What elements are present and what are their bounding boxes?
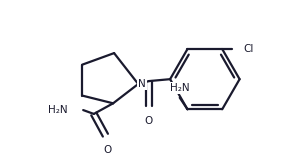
Text: H₂N: H₂N xyxy=(48,105,68,115)
Text: Cl: Cl xyxy=(243,44,254,54)
Text: O: O xyxy=(145,116,153,126)
Text: H₂N: H₂N xyxy=(170,83,190,93)
Text: N: N xyxy=(138,79,146,89)
Text: O: O xyxy=(103,145,112,155)
